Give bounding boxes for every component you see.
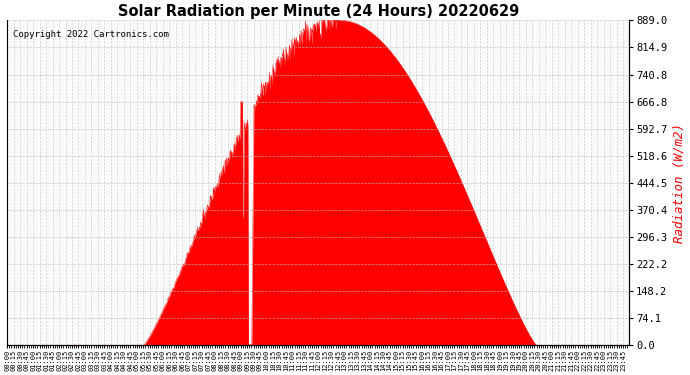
Title: Solar Radiation per Minute (24 Hours) 20220629: Solar Radiation per Minute (24 Hours) 20… (117, 4, 519, 19)
Y-axis label: Radiation (W/m2): Radiation (W/m2) (673, 123, 686, 243)
Text: Copyright 2022 Cartronics.com: Copyright 2022 Cartronics.com (13, 30, 169, 39)
